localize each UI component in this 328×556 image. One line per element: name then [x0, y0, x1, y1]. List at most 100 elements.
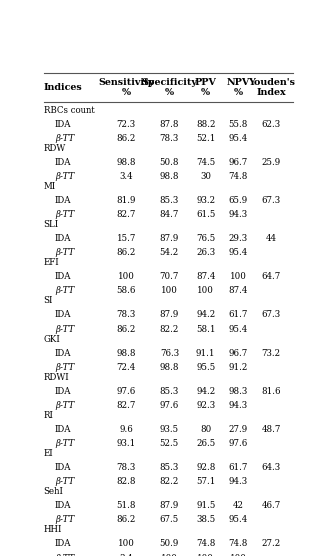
Text: 38.5: 38.5: [196, 515, 215, 524]
Text: 48.7: 48.7: [261, 425, 281, 434]
Text: 86.2: 86.2: [116, 134, 136, 143]
Text: β-TT: β-TT: [55, 286, 74, 295]
Text: EFI: EFI: [44, 258, 59, 267]
Text: 95.4: 95.4: [228, 515, 248, 524]
Text: 61.7: 61.7: [228, 310, 248, 320]
Text: 54.2: 54.2: [160, 249, 179, 257]
Text: 78.3: 78.3: [116, 310, 136, 320]
Text: 97.6: 97.6: [228, 439, 248, 448]
Text: 57.1: 57.1: [196, 477, 215, 486]
Text: 100: 100: [230, 272, 246, 281]
Text: 85.3: 85.3: [160, 463, 179, 472]
Text: 91.1: 91.1: [196, 349, 215, 358]
Text: β-TT: β-TT: [55, 363, 74, 372]
Text: IDA: IDA: [55, 196, 72, 205]
Text: 95.4: 95.4: [228, 134, 248, 143]
Text: 64.7: 64.7: [261, 272, 281, 281]
Text: 95.5: 95.5: [196, 363, 215, 372]
Text: 94.2: 94.2: [196, 310, 215, 320]
Text: 52.1: 52.1: [196, 134, 215, 143]
Text: 98.3: 98.3: [228, 387, 248, 396]
Text: 82.8: 82.8: [116, 477, 136, 486]
Text: IDA: IDA: [55, 310, 72, 320]
Text: Indices: Indices: [44, 83, 82, 92]
Text: 85.3: 85.3: [160, 196, 179, 205]
Text: 76.5: 76.5: [196, 234, 215, 243]
Text: 67.5: 67.5: [160, 515, 179, 524]
Text: 26.3: 26.3: [196, 249, 215, 257]
Text: 87.9: 87.9: [160, 502, 179, 510]
Text: 67.3: 67.3: [261, 196, 281, 205]
Text: 50.8: 50.8: [160, 158, 179, 167]
Text: 78.3: 78.3: [116, 463, 136, 472]
Text: 78.3: 78.3: [160, 134, 179, 143]
Text: 93.5: 93.5: [160, 425, 179, 434]
Text: 93.1: 93.1: [116, 439, 136, 448]
Text: 95.4: 95.4: [228, 325, 248, 334]
Text: 93.2: 93.2: [196, 196, 215, 205]
Text: 98.8: 98.8: [160, 172, 179, 181]
Text: 87.8: 87.8: [160, 120, 179, 128]
Text: 74.8: 74.8: [228, 172, 248, 181]
Text: 44: 44: [266, 234, 277, 243]
Text: IDA: IDA: [55, 272, 72, 281]
Text: 100: 100: [161, 554, 178, 556]
Text: 81.6: 81.6: [261, 387, 281, 396]
Text: 100: 100: [197, 286, 214, 295]
Text: β-TT: β-TT: [55, 325, 74, 334]
Text: 86.2: 86.2: [116, 325, 136, 334]
Text: NPV
%: NPV %: [226, 78, 250, 97]
Text: β-TT: β-TT: [55, 172, 74, 181]
Text: 30: 30: [200, 172, 211, 181]
Text: 74.8: 74.8: [228, 539, 248, 548]
Text: IDA: IDA: [55, 158, 72, 167]
Text: 100: 100: [118, 539, 134, 548]
Text: IDA: IDA: [55, 234, 72, 243]
Text: 100: 100: [197, 554, 214, 556]
Text: 58.1: 58.1: [196, 325, 215, 334]
Text: IDA: IDA: [55, 539, 72, 548]
Text: 55.8: 55.8: [228, 120, 248, 128]
Text: RDW: RDW: [44, 143, 66, 153]
Text: 3.4: 3.4: [119, 172, 133, 181]
Text: 74.8: 74.8: [196, 539, 215, 548]
Text: β-TT: β-TT: [55, 515, 74, 524]
Text: 82.7: 82.7: [116, 401, 136, 410]
Text: 80: 80: [200, 425, 211, 434]
Text: 52.5: 52.5: [160, 439, 179, 448]
Text: 42: 42: [233, 502, 243, 510]
Text: SI: SI: [44, 296, 53, 305]
Text: β-TT: β-TT: [55, 401, 74, 410]
Text: 70.7: 70.7: [160, 272, 179, 281]
Text: 94.3: 94.3: [228, 401, 248, 410]
Text: 82.2: 82.2: [160, 477, 179, 486]
Text: 92.8: 92.8: [196, 463, 215, 472]
Text: 27.2: 27.2: [261, 539, 281, 548]
Text: MI: MI: [44, 182, 56, 191]
Text: 82.7: 82.7: [116, 210, 136, 219]
Text: IDA: IDA: [55, 502, 72, 510]
Text: RI: RI: [44, 411, 53, 420]
Text: 61.5: 61.5: [196, 210, 215, 219]
Text: 94.3: 94.3: [228, 210, 248, 219]
Text: 100: 100: [230, 554, 246, 556]
Text: 98.8: 98.8: [160, 363, 179, 372]
Text: 58.6: 58.6: [116, 286, 136, 295]
Text: 87.9: 87.9: [160, 310, 179, 320]
Text: 88.2: 88.2: [196, 120, 215, 128]
Text: 26.5: 26.5: [196, 439, 215, 448]
Text: 84.7: 84.7: [160, 210, 179, 219]
Text: β-TT: β-TT: [55, 554, 74, 556]
Text: 85.3: 85.3: [160, 387, 179, 396]
Text: SehI: SehI: [44, 487, 63, 496]
Text: 64.3: 64.3: [261, 463, 281, 472]
Text: 67.3: 67.3: [261, 310, 281, 320]
Text: 97.6: 97.6: [160, 401, 179, 410]
Text: 87.4: 87.4: [196, 272, 215, 281]
Text: 50.9: 50.9: [160, 539, 179, 548]
Text: 87.9: 87.9: [160, 234, 179, 243]
Text: 82.2: 82.2: [160, 325, 179, 334]
Text: β-TT: β-TT: [55, 134, 74, 143]
Text: 96.7: 96.7: [228, 349, 248, 358]
Text: 81.9: 81.9: [116, 196, 136, 205]
